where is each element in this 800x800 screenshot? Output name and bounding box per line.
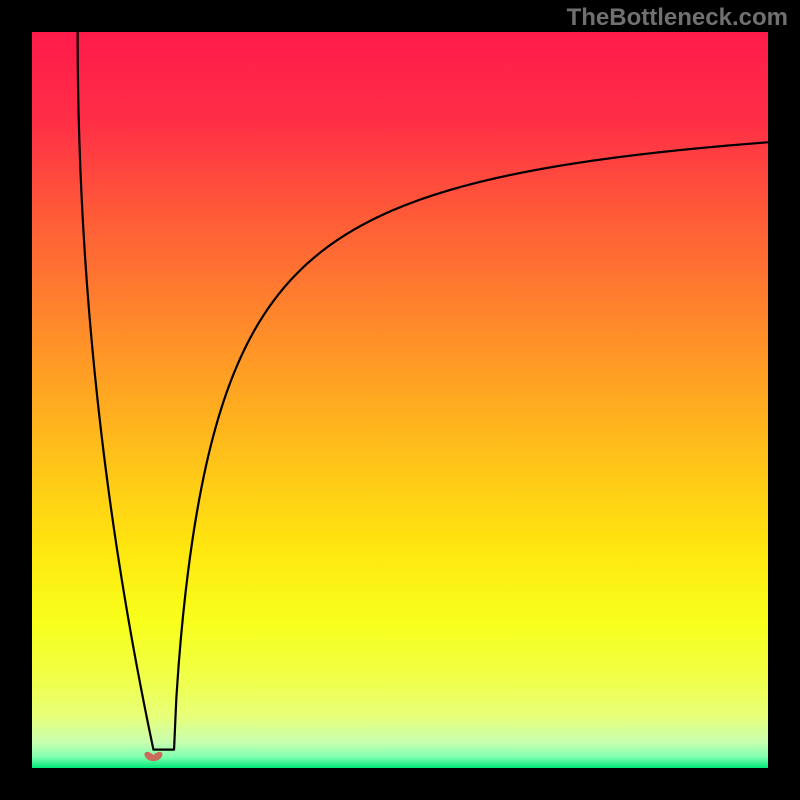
chart-container: TheBottleneck.com <box>0 0 800 800</box>
curve-layer <box>0 0 800 800</box>
bottleneck-curve <box>78 32 768 750</box>
watermark-text: TheBottleneck.com <box>567 4 788 32</box>
dip-marker-heart-icon <box>145 752 162 760</box>
